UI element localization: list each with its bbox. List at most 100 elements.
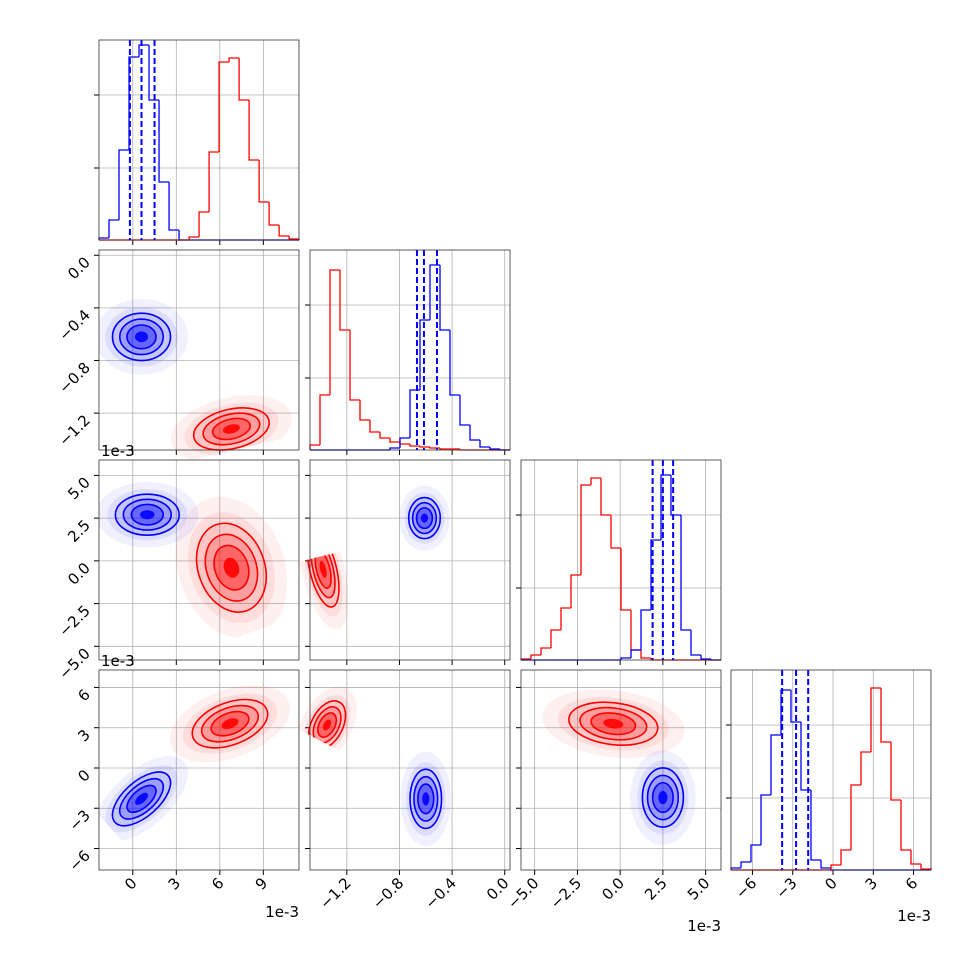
y-tick-label: 0.0 (64, 253, 94, 283)
hist-bin (489, 447, 500, 450)
hist-bin (178, 230, 190, 241)
hist-bin (168, 182, 180, 231)
hist-bin (540, 647, 551, 655)
x-tick-label: −2.5 (547, 874, 585, 912)
y-tick-label: −0.8 (55, 359, 93, 397)
panel-frame (98, 39, 300, 241)
hist-bin (750, 844, 761, 862)
y-tick-label: −0.4 (55, 306, 93, 344)
hist-bin (610, 515, 621, 549)
density-contour (221, 718, 239, 730)
density-contour (134, 331, 149, 343)
panel-frame (309, 459, 511, 661)
hist-bin (570, 574, 581, 608)
hist-bin (660, 474, 671, 540)
hist-bin (860, 751, 871, 785)
hist-bin (650, 539, 661, 610)
density-contour (658, 790, 668, 805)
hist-bin (419, 319, 430, 390)
x-tick-label: 0 (121, 874, 140, 893)
hist-bin (319, 394, 330, 445)
density-contour (420, 513, 429, 523)
hist-bin (580, 484, 591, 575)
hist-bin (820, 860, 831, 869)
y-tick-label: −6 (65, 847, 93, 875)
hist-bin (690, 630, 701, 656)
hist-bin (479, 440, 490, 448)
hist-bin (910, 850, 921, 865)
density-contour (134, 792, 149, 805)
y-tick-label: −2.5 (55, 602, 93, 640)
x-tick-label: 6 (208, 874, 227, 893)
hist-bin (429, 447, 440, 449)
x-tick-label: 0 (821, 874, 840, 893)
hist-bin (670, 475, 681, 516)
hist-bin (429, 264, 440, 320)
y-tick-label: 0.0 (64, 559, 94, 589)
hist-bin (399, 442, 410, 445)
x-tick-label: −3 (772, 874, 800, 902)
hist-bin (379, 432, 390, 439)
y-tick-label: 3 (74, 726, 93, 745)
x-tick-label: −1.2 (316, 874, 354, 912)
hist-bin (840, 849, 851, 865)
panel-frame (98, 249, 300, 451)
hist-bin (449, 330, 460, 396)
y-tick-label: 2.5 (64, 516, 94, 546)
x-tick-label: 0.0 (598, 874, 628, 904)
hist-bin (700, 655, 711, 660)
hist-bin (560, 607, 571, 630)
x-tick-label: 2.5 (641, 874, 671, 904)
hist-bin (258, 160, 270, 203)
y-tick-label: −5.0 (55, 644, 93, 682)
hist-bin (359, 400, 370, 421)
hist-bin (329, 269, 340, 395)
hist-bin (870, 687, 881, 752)
panel-frame (98, 669, 300, 871)
hist-bin (620, 548, 631, 611)
x-tick-label: −0.4 (421, 874, 459, 912)
y-tick-label: 6 (74, 686, 93, 705)
x-tick-label: −6 (732, 874, 760, 902)
hist-bin (409, 389, 420, 438)
hist-bin (630, 649, 641, 658)
hist-bin (550, 629, 561, 648)
hist-bin (630, 610, 641, 651)
hist-bin (409, 444, 420, 447)
hist-bin (850, 784, 861, 850)
hist-bin (640, 650, 651, 659)
y-tick-label: 5.0 (64, 473, 94, 503)
hist-bin (830, 864, 841, 870)
x-tick-label: 6 (902, 874, 921, 893)
hist-bin (469, 425, 480, 441)
hist-bin (399, 437, 410, 448)
hist-bin (248, 100, 260, 161)
hist-bin (459, 395, 470, 426)
hist-bin (349, 330, 360, 401)
panel-frame (309, 669, 511, 871)
hist-bin (128, 56, 140, 150)
hist-bin (208, 151, 220, 212)
hist-bin (278, 225, 290, 237)
hist-bin (188, 236, 200, 240)
density-contour (422, 792, 430, 806)
x-offset-text: 1e-3 (265, 903, 299, 921)
hist-bin (620, 657, 631, 660)
x-tick-label: 3 (862, 874, 881, 893)
hist-bin (238, 58, 250, 101)
density-contour (222, 424, 240, 434)
hist-bin (530, 654, 541, 659)
hist-bin (880, 688, 891, 743)
panel-frame (98, 459, 300, 661)
panel-frame (520, 669, 722, 871)
hist-bin (790, 690, 801, 723)
panel-frame (520, 459, 722, 661)
hist-bin (640, 609, 651, 650)
x-tick-label: 5.0 (684, 874, 714, 904)
hist-bin (389, 438, 400, 443)
hist-bin (339, 270, 350, 331)
hist-bin (138, 44, 150, 57)
hist-bin (680, 515, 691, 631)
hist-bin (268, 202, 280, 226)
